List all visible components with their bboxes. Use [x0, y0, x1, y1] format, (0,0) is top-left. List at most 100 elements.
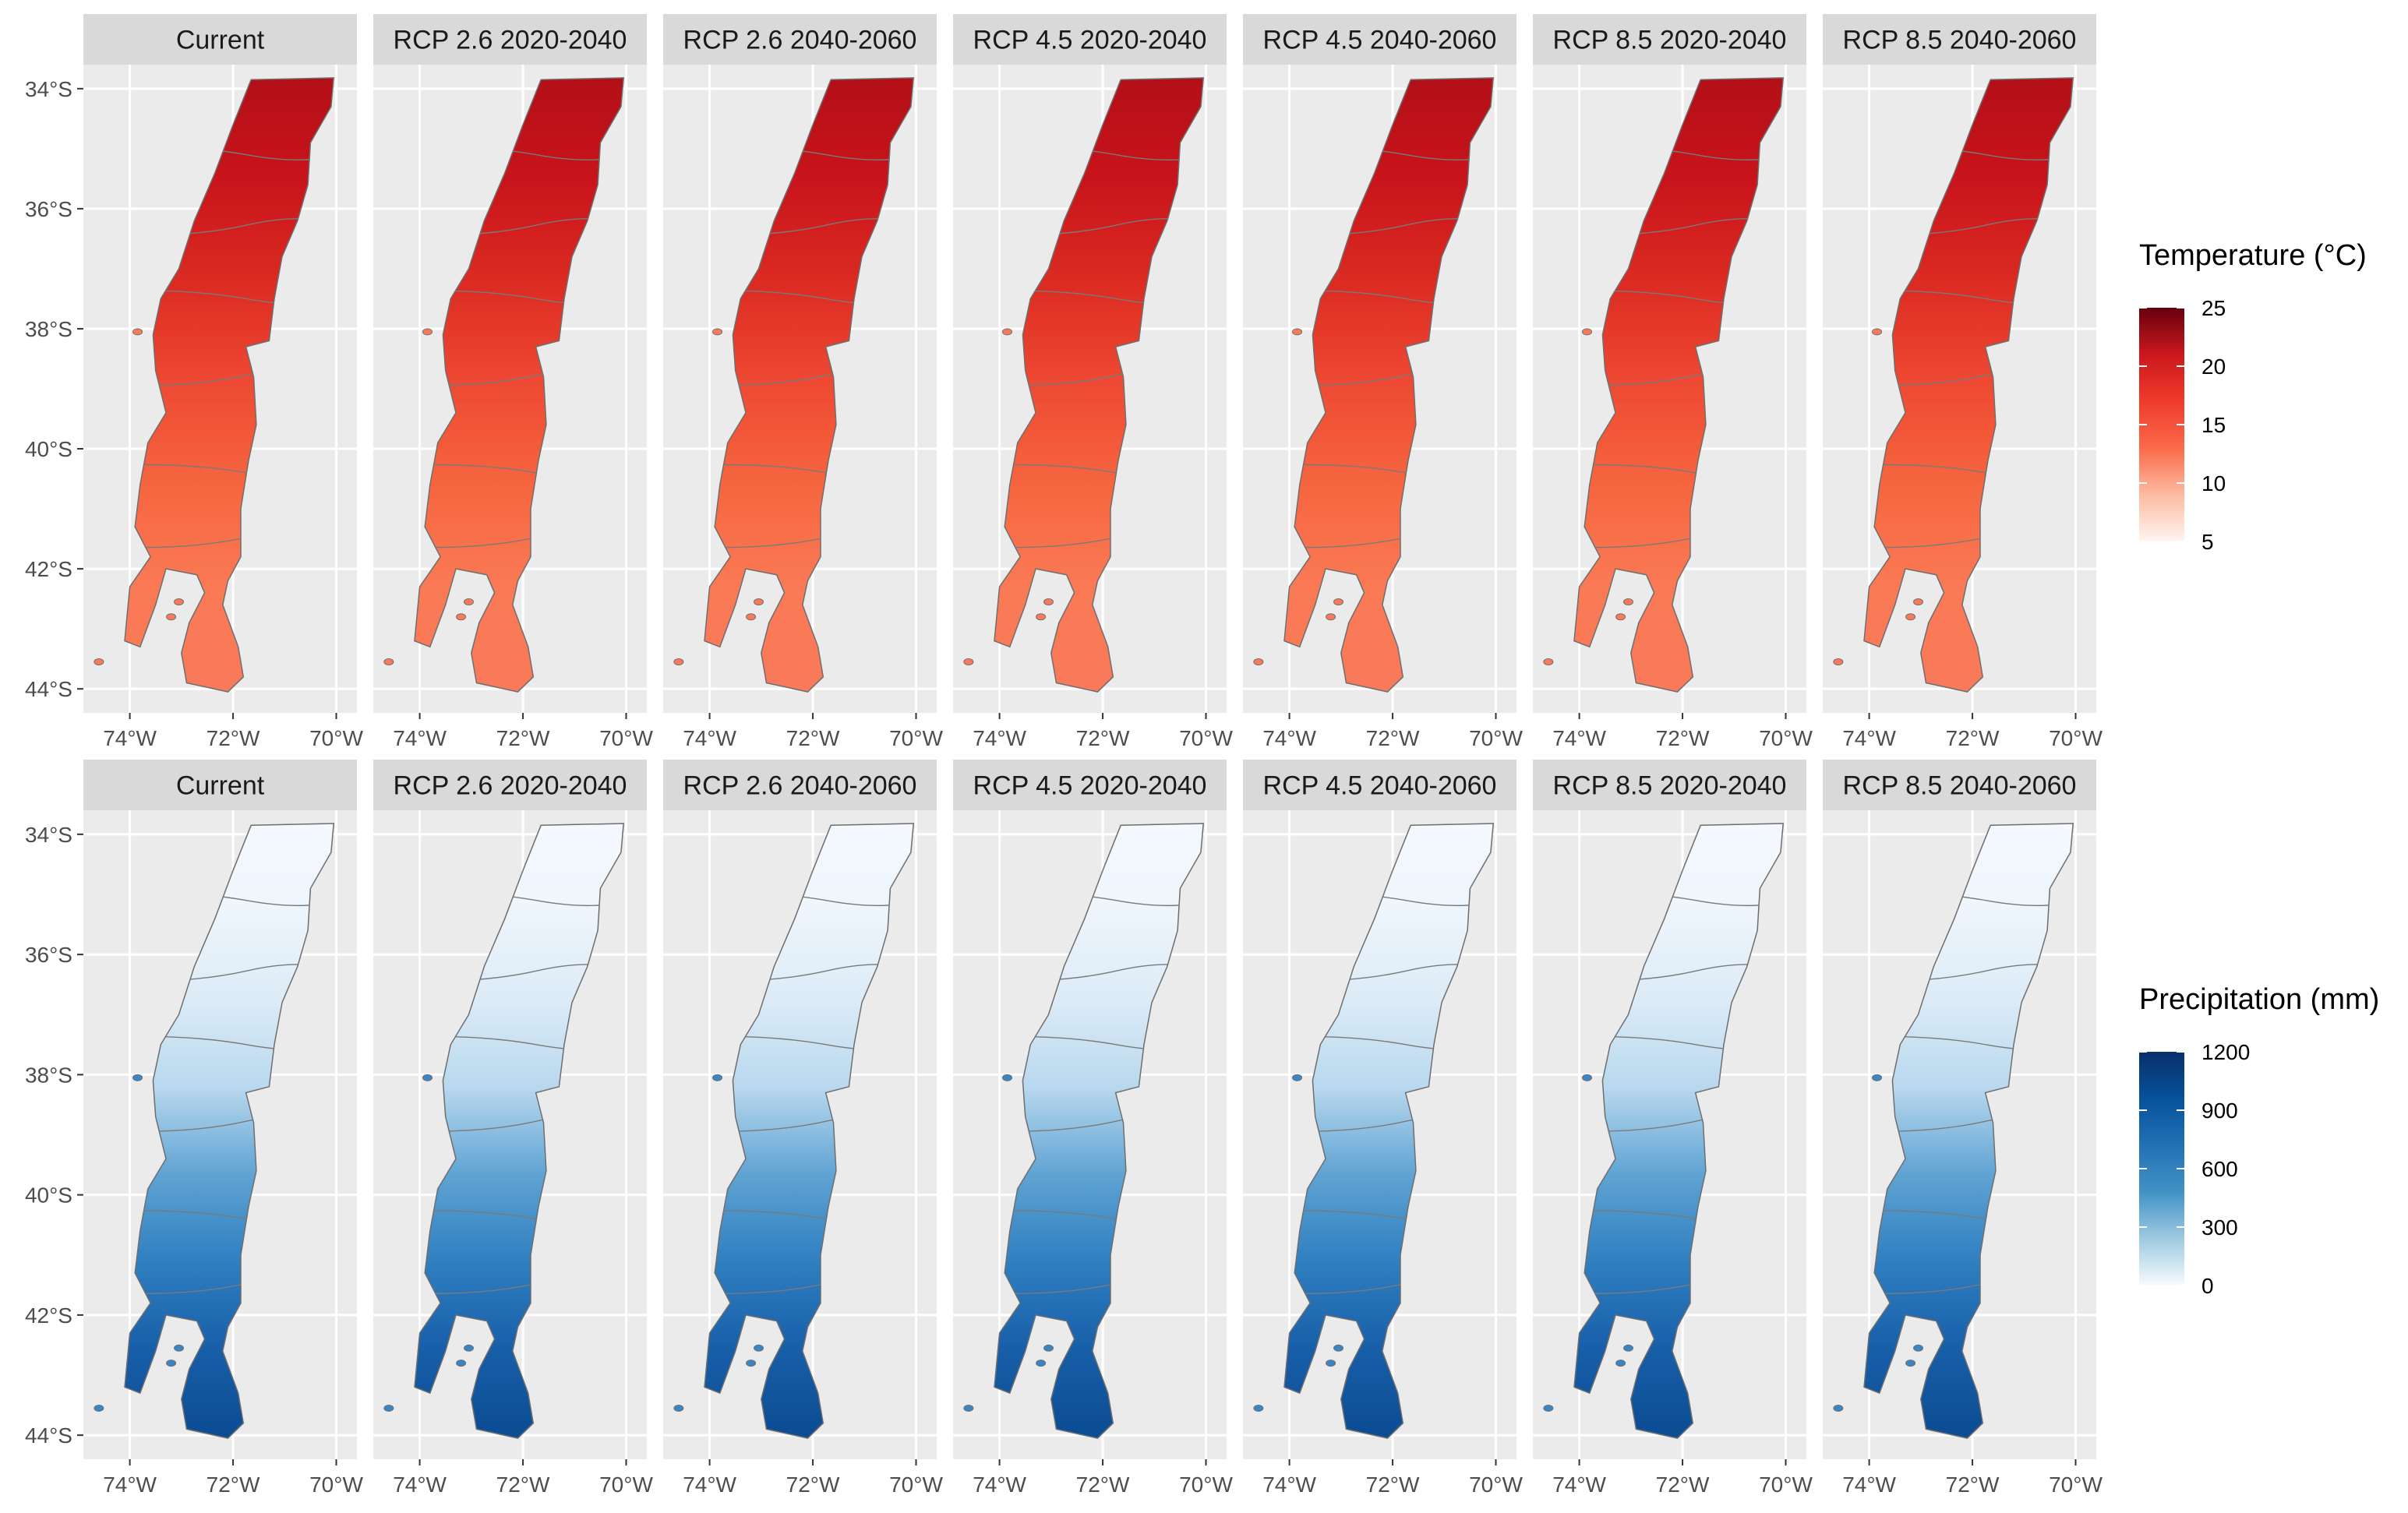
temperature-legend-ticks: 25 20 15 10 5: [2139, 296, 2226, 554]
x-tick-label: 72°W: [1366, 1472, 1420, 1497]
island-shape: [1043, 598, 1054, 605]
island-shape: [1872, 1074, 1883, 1081]
temperature-panel-3: RCP 4.5 2020-2040: [953, 14, 1227, 713]
x-tick-label: 74°W: [103, 1472, 157, 1497]
temperature-map-region: [1573, 77, 1785, 693]
y-tick-label: 40°S: [25, 1183, 72, 1208]
x-tick-label: 74°W: [393, 1472, 447, 1497]
island-shape: [1292, 1074, 1303, 1081]
panel-title: RCP 4.5 2040-2060: [1263, 771, 1497, 801]
panel-strip: [83, 14, 357, 65]
island-shape: [94, 1404, 104, 1412]
y-tick-label: 36°S: [25, 943, 72, 967]
precipitation-panel-2: RCP 2.6 2040-2060: [663, 760, 937, 1459]
legend-tick-label: 1200: [2201, 1040, 2250, 1064]
x-tick-label: 74°W: [1262, 1472, 1316, 1497]
x-tick-label: 70°W: [1469, 1472, 1523, 1497]
island-shape: [1326, 613, 1336, 621]
precipitation-map-region: [994, 823, 1205, 1439]
island-shape: [1833, 1404, 1844, 1412]
island-shape: [1333, 1344, 1344, 1352]
panel-title: Current: [176, 771, 265, 801]
panel-strip: [1243, 14, 1516, 65]
panel-strip: [1533, 760, 1806, 810]
island-shape: [1036, 1360, 1047, 1367]
island-shape: [166, 613, 177, 621]
temperature-map-region: [1863, 77, 2074, 693]
island-shape: [1582, 1074, 1593, 1081]
x-tick-label: 70°W: [1759, 1472, 1813, 1497]
island-shape: [383, 658, 394, 666]
legend-tick-label: 900: [2201, 1099, 2238, 1123]
island-shape: [963, 1404, 974, 1412]
island-shape: [1905, 613, 1916, 621]
island-shape: [1543, 1404, 1554, 1412]
x-tick-label: 72°W: [1946, 726, 2000, 750]
island-shape: [754, 598, 764, 605]
temperature-panel-1: RCP 2.6 2020-2040: [373, 14, 647, 713]
x-tick-label: 74°W: [1842, 1472, 1896, 1497]
panel-title: RCP 2.6 2040-2060: [683, 771, 917, 801]
legend-tick-label: 20: [2201, 354, 2226, 379]
panel-title: RCP 2.6 2020-2040: [394, 26, 627, 55]
panel-title: RCP 8.5 2040-2060: [1843, 26, 2077, 55]
legend-tick-label: 15: [2201, 413, 2226, 437]
y-tick-label: 44°S: [25, 1423, 72, 1448]
legend-tick-label: 5: [2201, 530, 2214, 554]
island-shape: [1326, 1360, 1336, 1367]
precipitation-legend: Precipitation (mm) 1200 900 600 300 0: [2139, 983, 2379, 1298]
panel-title: RCP 8.5 2020-2040: [1553, 26, 1787, 55]
y-tick-label: 42°S: [25, 1303, 72, 1328]
x-tick-label: 70°W: [309, 1472, 363, 1497]
y-tick-label: 34°S: [25, 77, 72, 101]
panel-title: RCP 8.5 2020-2040: [1553, 771, 1787, 801]
y-tick-label: 38°S: [25, 1063, 72, 1087]
panel-strip: [953, 14, 1227, 65]
x-tick-label: 74°W: [1842, 726, 1896, 750]
panel-strip: [1823, 14, 2096, 65]
island-shape: [1333, 598, 1344, 605]
precipitation-panel-6: RCP 8.5 2040-2060: [1823, 760, 2096, 1459]
island-shape: [1905, 1360, 1916, 1367]
island-shape: [712, 1074, 723, 1081]
precipitation-legend-ticks: 1200 900 600 300 0: [2139, 1040, 2250, 1298]
x-tick-label: 70°W: [599, 726, 653, 750]
precipitation-panel-0: Current: [83, 760, 357, 1459]
y-tick-label: 38°S: [25, 317, 72, 341]
panel-strip: [1823, 760, 2096, 810]
x-tick-label: 70°W: [1759, 726, 1813, 750]
panel-strip: [663, 760, 937, 810]
temperature-panel-2: RCP 2.6 2040-2060: [663, 14, 937, 713]
island-shape: [1623, 1344, 1634, 1352]
latitude-axes: 34°S 36°S 38°S 40°S 42°S 44°S 34°S 36°S 38°S 40°S…: [25, 77, 83, 1448]
island-shape: [1582, 328, 1593, 336]
x-tick-label: 70°W: [2049, 726, 2103, 750]
x-tick-label: 70°W: [889, 1472, 943, 1497]
x-tick-label: 70°W: [309, 726, 363, 750]
legend-tick-label: 300: [2201, 1215, 2238, 1240]
island-shape: [1833, 658, 1844, 666]
island-shape: [746, 613, 757, 621]
precipitation-panel-1: RCP 2.6 2020-2040: [373, 760, 647, 1459]
island-shape: [1615, 1360, 1626, 1367]
island-shape: [174, 598, 185, 605]
island-shape: [712, 328, 723, 336]
island-shape: [1002, 328, 1013, 336]
island-shape: [1253, 658, 1264, 666]
panel-strip: [1533, 14, 1806, 65]
panel-strip: [1243, 760, 1516, 810]
island-shape: [174, 1344, 185, 1352]
map-panels: Current RCP 2.6 2020-2040 RCP 2.6 2040-206…: [83, 14, 2096, 1459]
temperature-panel-6: RCP 8.5 2040-2060: [1823, 14, 2096, 713]
precipitation-panel-3: RCP 4.5 2020-2040: [953, 760, 1227, 1459]
island-shape: [1913, 598, 1924, 605]
island-shape: [1036, 613, 1047, 621]
x-tick-label: 74°W: [103, 726, 157, 750]
island-shape: [456, 613, 467, 621]
legend-tick-label: 0: [2201, 1274, 2214, 1298]
x-tick-label: 70°W: [1179, 726, 1233, 750]
temperature-legend-title: Temperature (°C): [2139, 239, 2367, 272]
precipitation-map-region: [414, 823, 625, 1439]
precipitation-panel-5: RCP 8.5 2020-2040: [1533, 760, 1806, 1459]
